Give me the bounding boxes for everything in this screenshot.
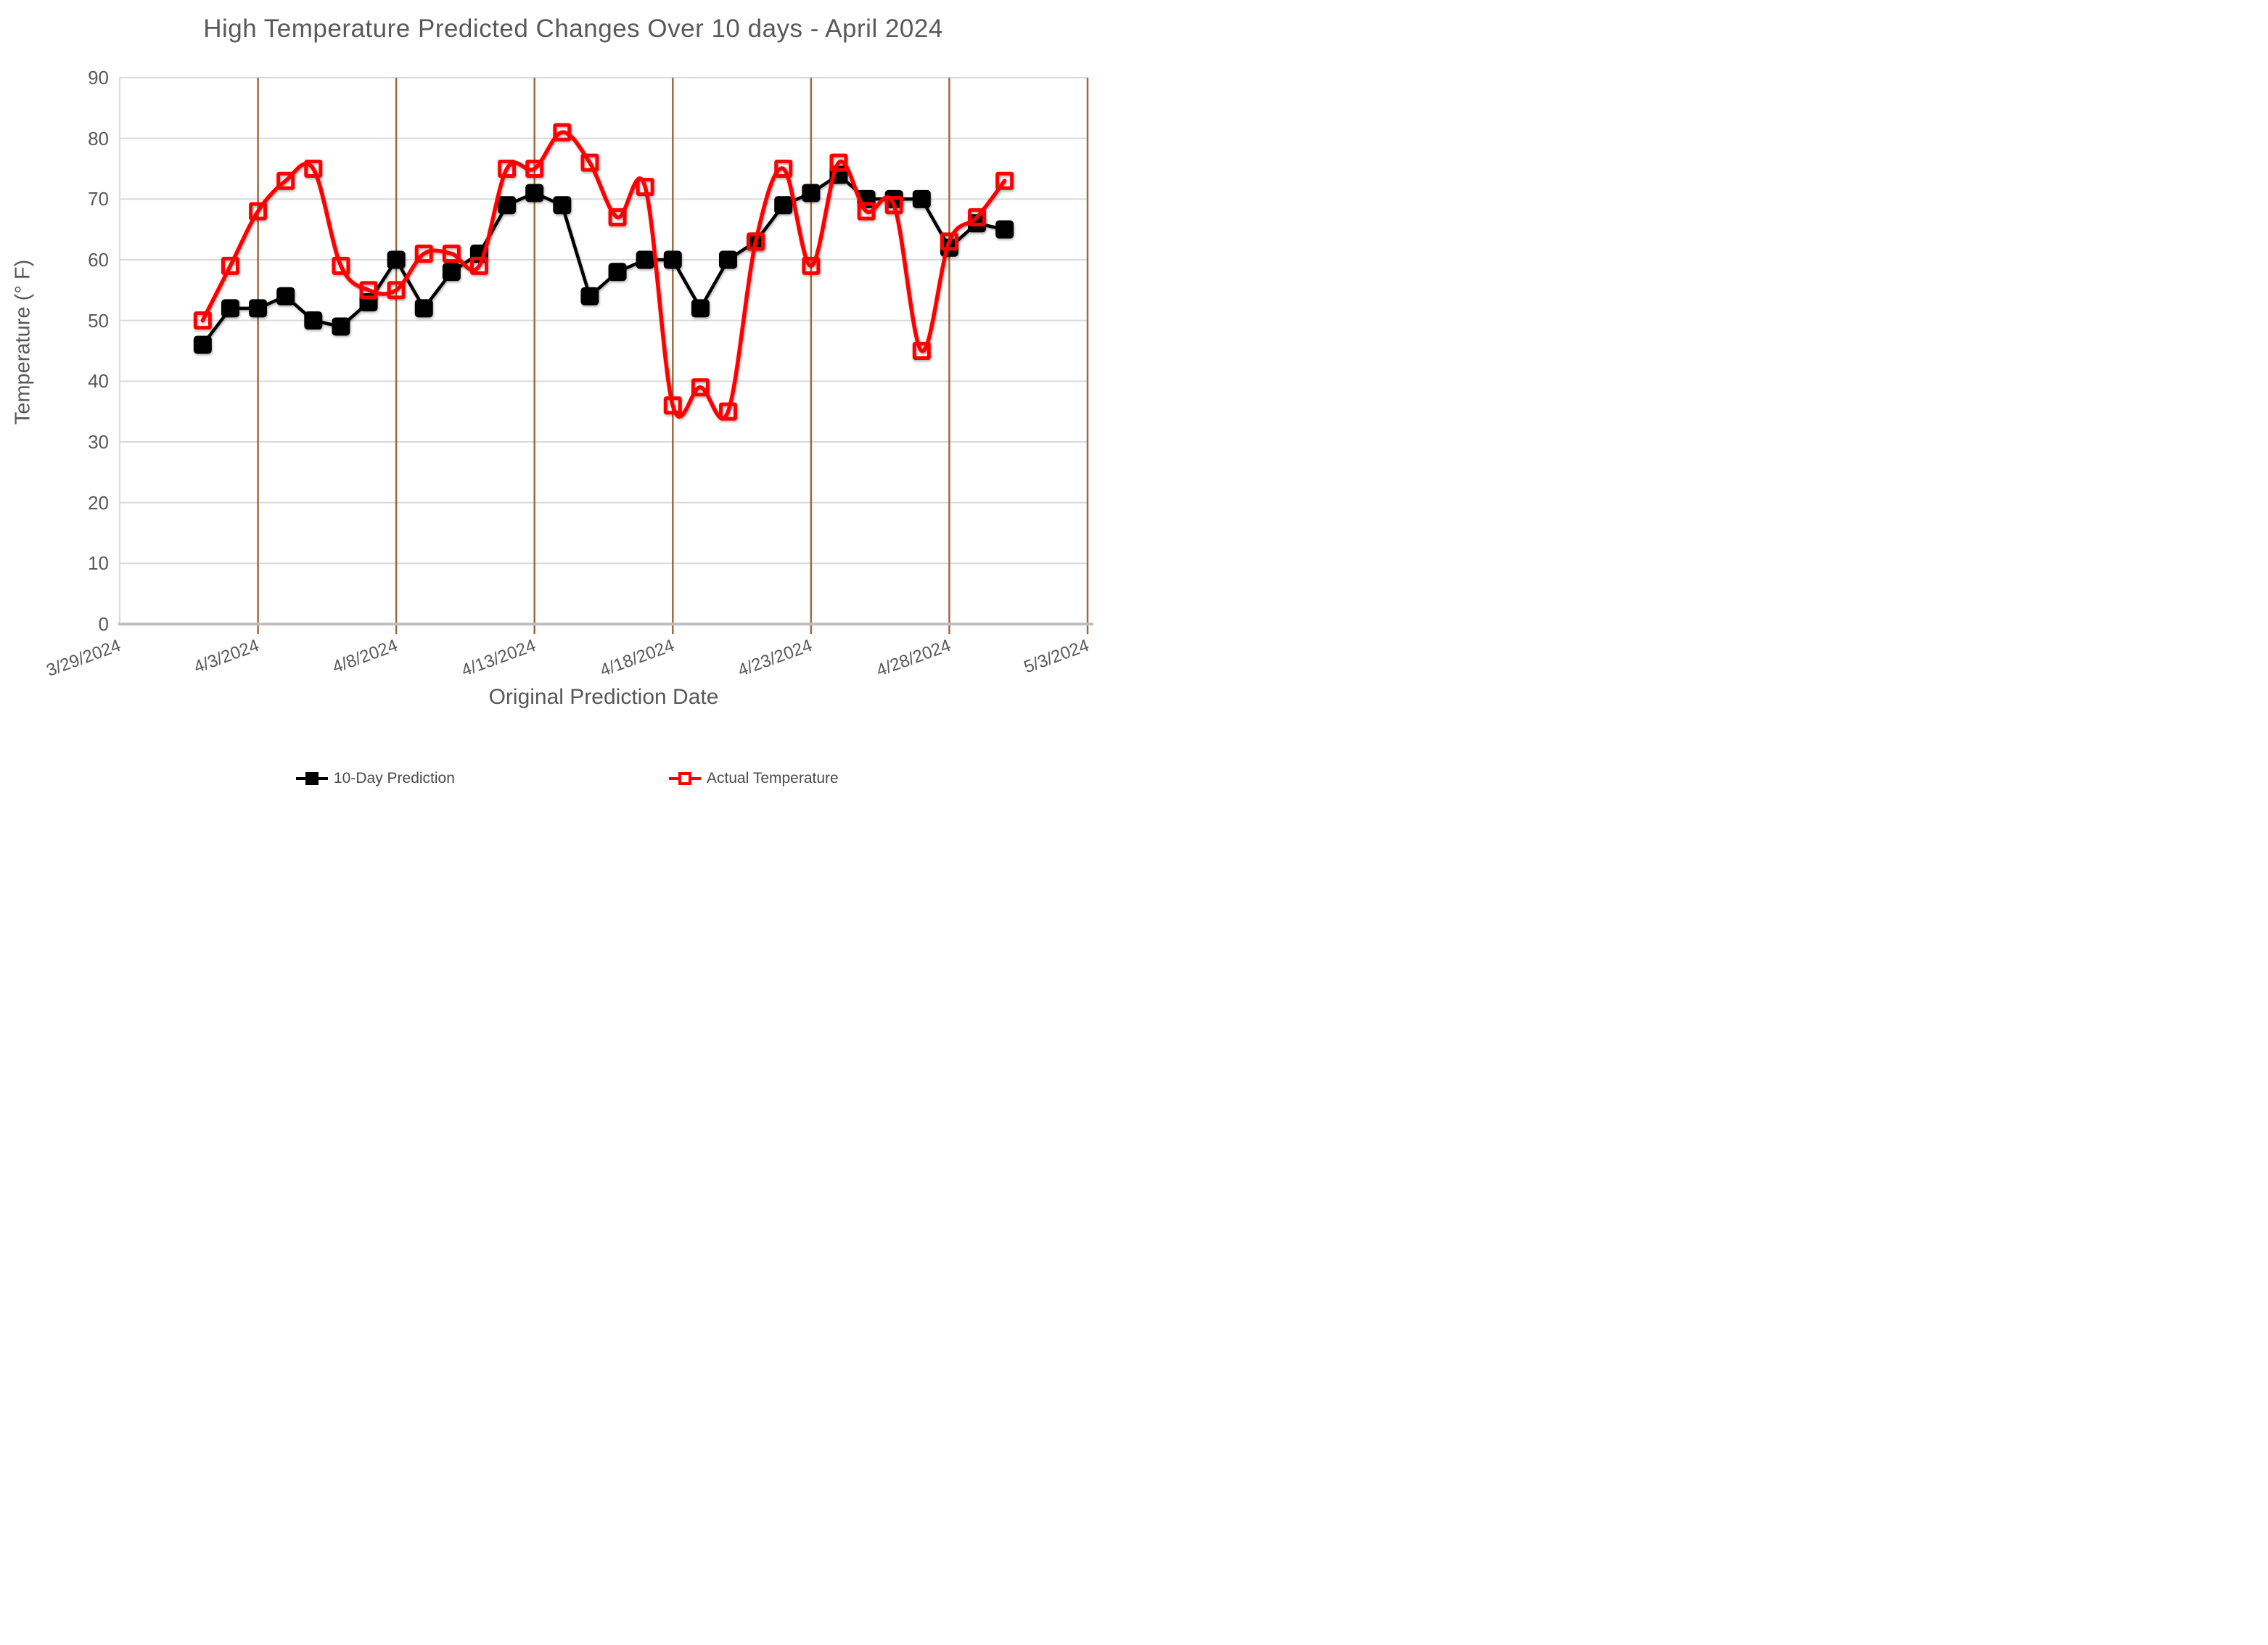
y-tick-label: 60 — [88, 249, 109, 271]
y-tick-label: 20 — [88, 491, 109, 514]
chart-title: High Temperature Predicted Changes Over … — [203, 15, 943, 43]
legend-item-actual: Actual Temperature — [669, 768, 839, 789]
data-point-marker — [968, 208, 987, 226]
data-point-marker — [857, 202, 876, 221]
data-point-marker — [249, 202, 268, 221]
data-point-marker — [193, 335, 212, 354]
data-point-marker — [221, 299, 239, 318]
legend-label: Actual Temperature — [707, 770, 839, 787]
legend: 10-Day Prediction Actual Temperature — [0, 768, 1134, 797]
data-point-marker — [636, 250, 654, 269]
data-point-marker — [525, 160, 544, 178]
data-point-marker — [691, 299, 710, 318]
data-point-marker — [747, 232, 765, 251]
data-point-marker — [442, 245, 461, 263]
series-actual — [193, 123, 1014, 421]
data-point-marker — [580, 153, 599, 172]
data-point-marker — [608, 208, 627, 226]
y-tick-label: 50 — [88, 309, 109, 332]
y-tick-label: 0 — [98, 613, 109, 635]
open-square-marker-icon — [669, 770, 701, 787]
x-tick-label: 5/3/2024 — [1021, 636, 1092, 678]
data-point-marker — [276, 171, 295, 190]
data-point-marker — [276, 287, 295, 305]
data-point-marker — [636, 178, 654, 197]
y-tick-label: 90 — [88, 67, 109, 89]
data-point-marker — [553, 123, 572, 141]
data-point-marker — [332, 317, 350, 336]
data-point-marker — [414, 299, 433, 318]
y-tick-label: 10 — [88, 552, 109, 575]
data-point-marker — [912, 189, 931, 208]
legend-item-prediction: 10-Day Prediction — [296, 768, 455, 789]
data-point-marker — [525, 184, 544, 202]
data-point-marker — [221, 256, 239, 275]
data-point-marker — [553, 196, 572, 215]
data-point-marker — [995, 220, 1014, 239]
data-point-marker — [249, 299, 268, 318]
data-point-marker — [387, 281, 406, 300]
data-point-marker — [580, 287, 599, 305]
data-point-marker — [719, 402, 738, 421]
plot-area — [118, 77, 1093, 634]
data-point-marker — [691, 378, 710, 397]
data-point-marker — [387, 250, 406, 269]
data-point-marker — [608, 263, 627, 282]
data-point-marker — [498, 196, 517, 215]
data-point-marker — [193, 311, 212, 330]
y-tick-label: 80 — [88, 127, 109, 149]
filled-square-marker-icon — [296, 770, 328, 787]
data-point-marker — [663, 396, 682, 415]
data-point-marker — [469, 256, 488, 275]
data-point-marker — [442, 263, 461, 282]
data-point-marker — [304, 311, 323, 330]
data-point-marker — [884, 196, 903, 215]
data-point-marker — [498, 160, 517, 178]
data-point-marker — [802, 184, 821, 202]
chart-container: High Temperature Predicted Changes Over … — [0, 0, 1134, 822]
data-point-marker — [774, 160, 793, 178]
data-point-marker — [663, 250, 682, 269]
data-point-marker — [774, 196, 793, 215]
y-tick-label: 70 — [88, 188, 109, 210]
data-point-marker — [304, 160, 323, 178]
data-point-marker — [829, 153, 848, 172]
data-point-marker — [995, 171, 1014, 190]
data-point-marker — [912, 342, 931, 360]
data-point-marker — [940, 232, 958, 251]
y-tick-label: 40 — [88, 370, 109, 393]
x-axis-title: Original Prediction Date — [488, 685, 719, 709]
data-point-marker — [802, 256, 821, 275]
y-tick-label: 30 — [88, 431, 109, 453]
legend-label: 10-Day Prediction — [334, 770, 455, 787]
data-point-marker — [719, 250, 738, 269]
series-line — [200, 130, 1007, 421]
data-point-marker — [414, 245, 433, 263]
data-point-marker — [359, 281, 378, 300]
data-point-marker — [332, 256, 350, 275]
